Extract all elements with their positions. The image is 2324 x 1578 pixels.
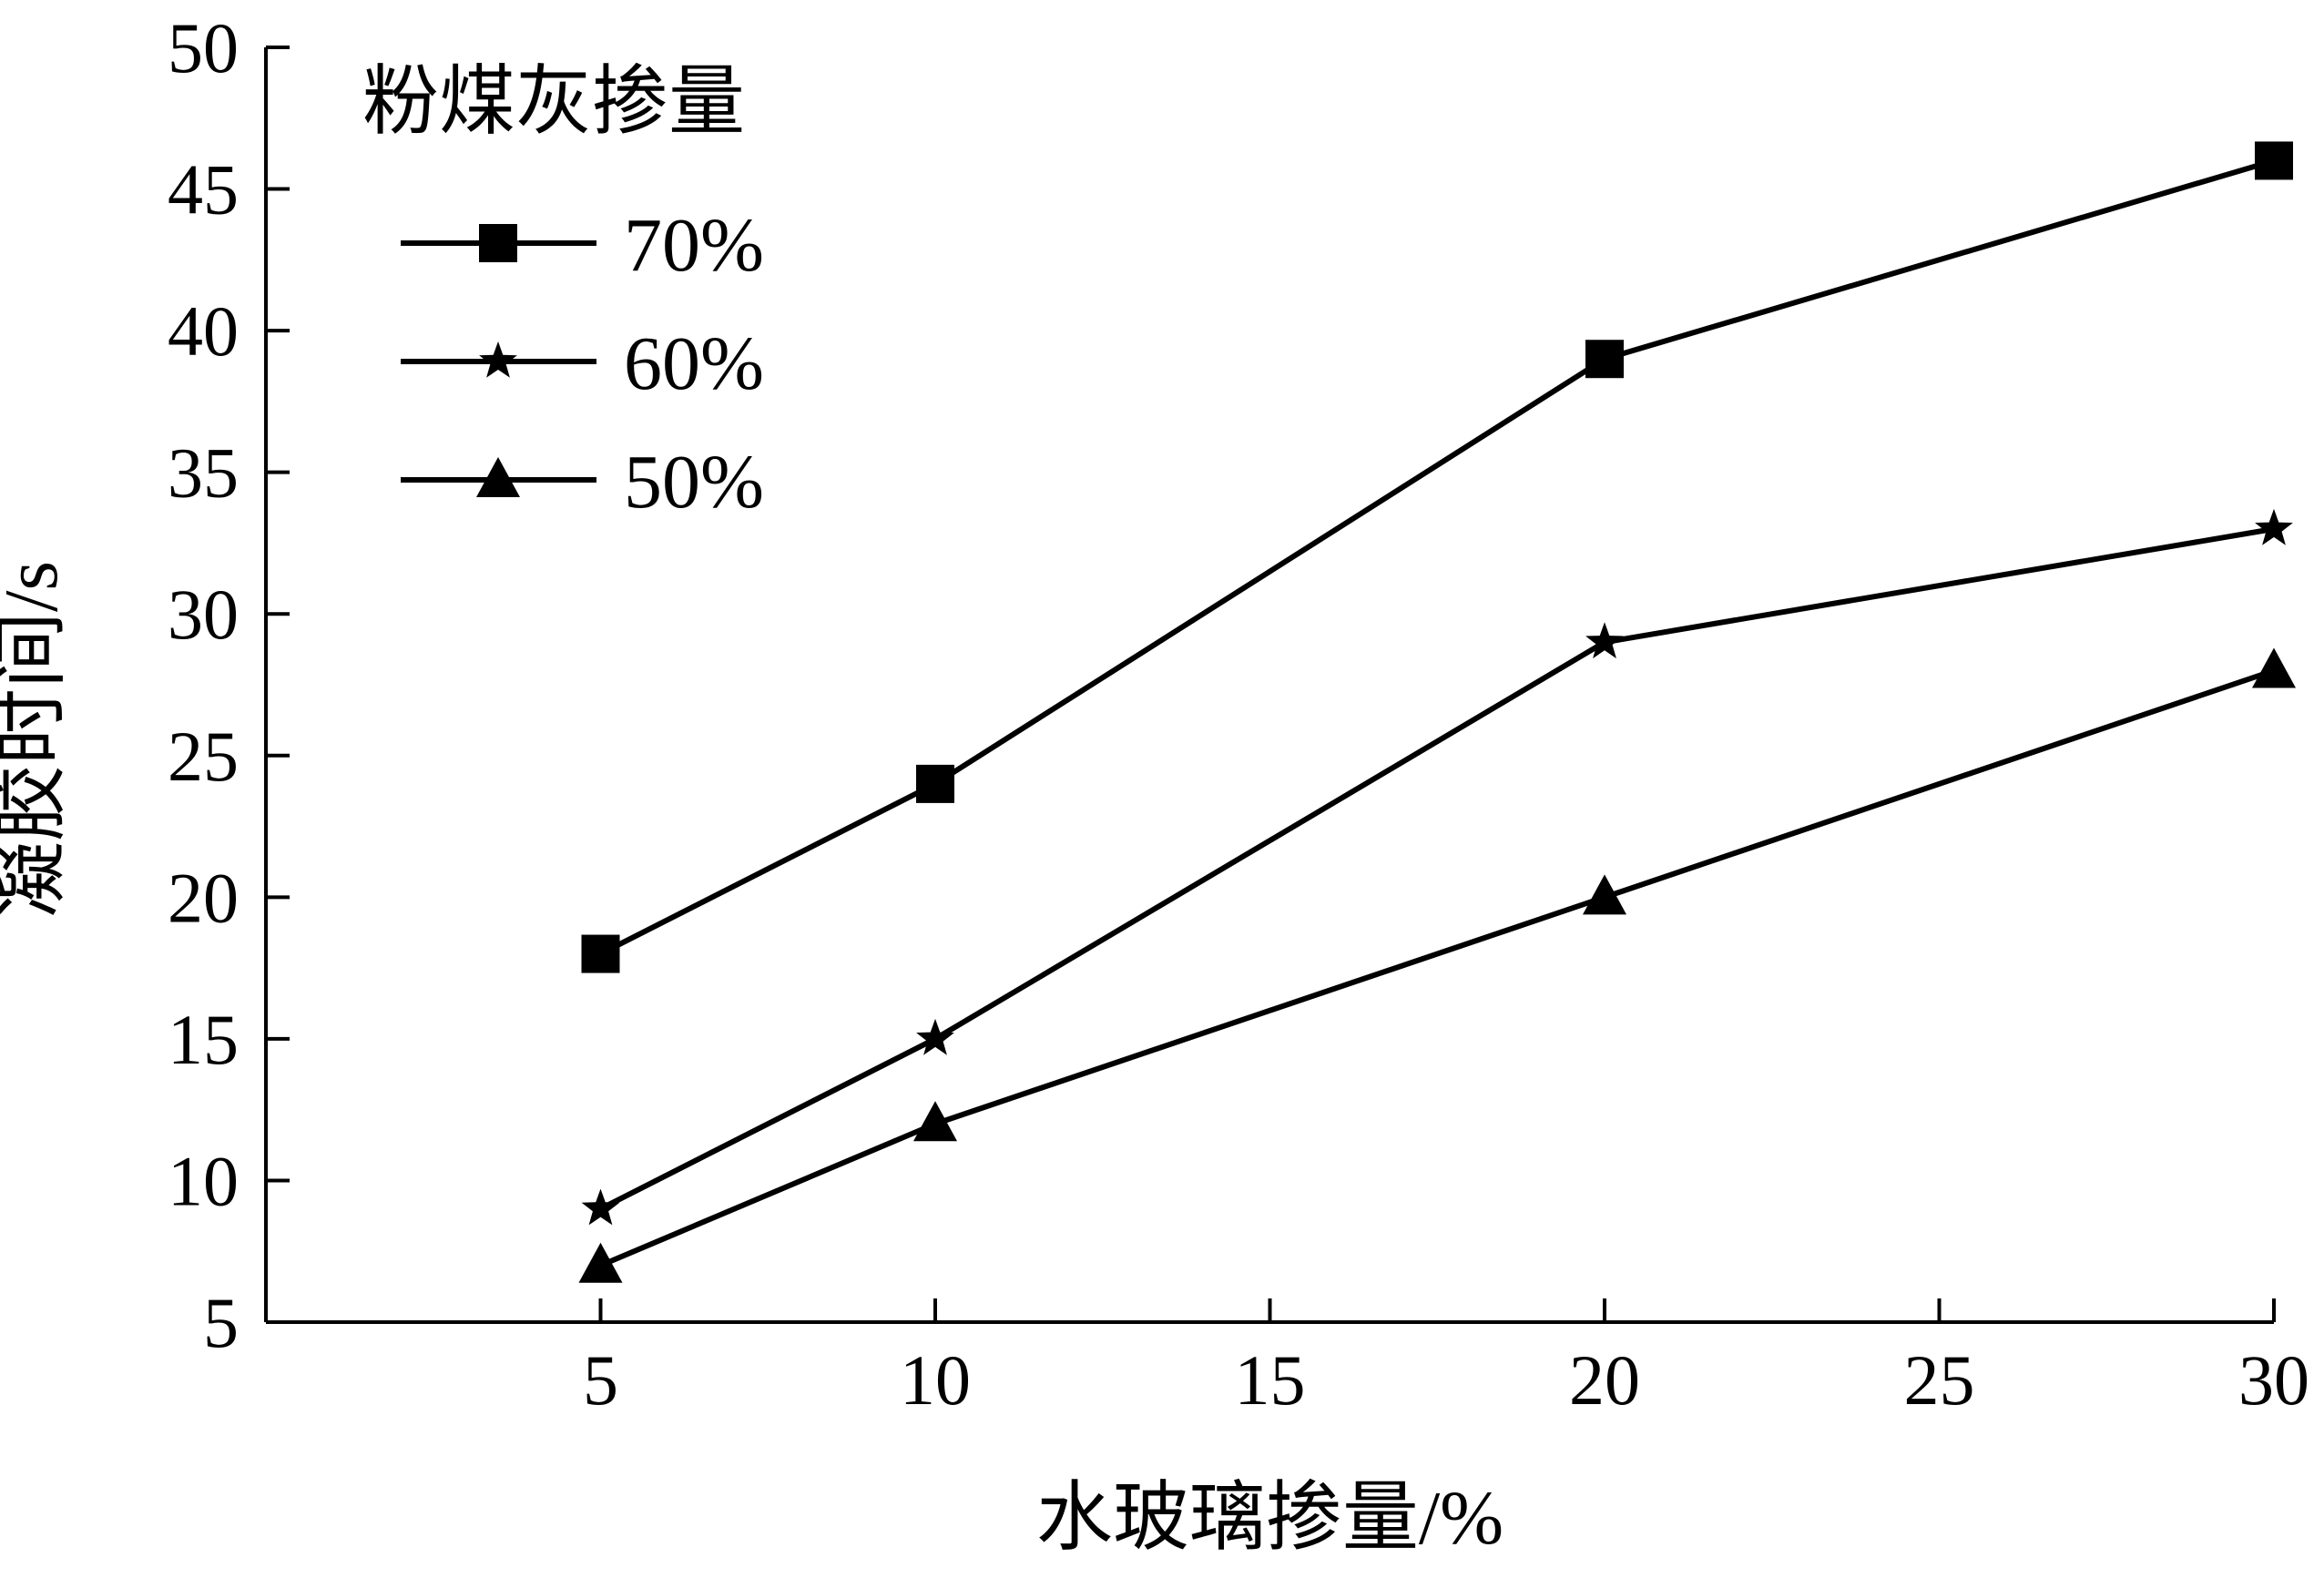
series-0 xyxy=(581,141,2293,973)
data-point xyxy=(2252,647,2296,688)
legend: 70% 60% 50% xyxy=(401,203,764,524)
series-2 xyxy=(578,647,2296,1283)
data-point xyxy=(578,1242,623,1283)
data-point xyxy=(1585,340,1624,379)
x-tick-label: 15 xyxy=(1235,1340,1306,1420)
y-tick-label: 40 xyxy=(168,291,239,371)
legend-marker xyxy=(476,457,520,497)
series-line xyxy=(599,667,2275,1268)
y-tick-label: 5 xyxy=(203,1283,239,1362)
series-layer xyxy=(578,141,2296,1283)
data-point xyxy=(913,1101,957,1142)
legend-title: 粉煤灰掺量 xyxy=(362,60,745,145)
y-tick-label: 35 xyxy=(168,433,239,513)
axes: 5 10 15 20 25 30 35 40 45 50 5 10 15 20 25 30 xyxy=(168,8,2309,1420)
y-tick-label: 10 xyxy=(168,1141,239,1220)
data-point xyxy=(1583,874,1626,915)
data-point xyxy=(2255,141,2293,180)
x-tick-label: 25 xyxy=(1904,1340,1975,1420)
legend-label: 70% xyxy=(624,203,764,288)
y-axis-title: 凝胶时间/s xyxy=(0,561,74,918)
series-line xyxy=(599,158,2275,957)
data-point xyxy=(581,1188,620,1226)
y-tick-label: 30 xyxy=(168,575,239,654)
legend-label: 60% xyxy=(624,321,764,406)
data-point xyxy=(581,934,620,973)
x-tick-label: 10 xyxy=(900,1340,971,1420)
x-tick-label: 30 xyxy=(2238,1340,2309,1420)
y-tick-label: 45 xyxy=(168,150,239,229)
x-tick-label: 20 xyxy=(1569,1340,1640,1420)
x-tick-label: 5 xyxy=(583,1340,618,1420)
series-line xyxy=(599,525,2275,1212)
y-tick-label: 25 xyxy=(168,717,239,796)
series-1 xyxy=(581,508,2293,1226)
legend-item: 70% xyxy=(401,203,764,288)
data-point xyxy=(916,1018,954,1055)
y-tick-label: 20 xyxy=(168,858,239,937)
data-point xyxy=(1585,622,1624,659)
legend-marker xyxy=(479,341,517,378)
legend-item: 50% xyxy=(401,440,764,524)
legend-marker xyxy=(479,224,517,262)
y-tick-label: 15 xyxy=(168,1000,239,1079)
legend-item: 60% xyxy=(401,321,764,406)
data-point xyxy=(2255,508,2293,545)
data-point xyxy=(916,764,954,803)
y-tick-label: 50 xyxy=(168,8,239,87)
legend-label: 50% xyxy=(624,440,764,524)
x-axis-title: 水玻璃掺量/% xyxy=(1036,1476,1503,1561)
